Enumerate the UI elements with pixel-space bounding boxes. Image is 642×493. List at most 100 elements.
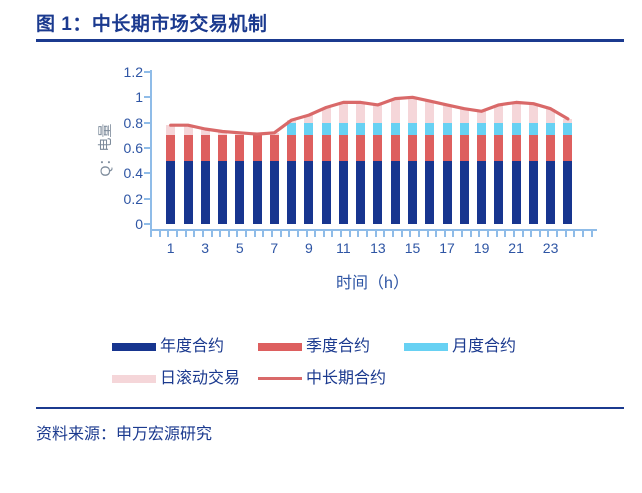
bar-segment-quarter bbox=[166, 135, 176, 161]
x-tick-mark bbox=[590, 231, 593, 237]
x-tick-mark bbox=[469, 231, 472, 237]
bar-segment-annual bbox=[200, 160, 210, 224]
bar-segment-annual bbox=[442, 160, 452, 224]
bar-segment-quarter bbox=[425, 135, 435, 161]
y-tick-mark bbox=[144, 71, 151, 73]
x-tick-mark bbox=[201, 231, 204, 237]
y-tick-label: 0.4 bbox=[123, 165, 143, 182]
figure-title: 图 1：中长期市场交易机制 bbox=[36, 14, 268, 35]
legend-label-month: 月度合约 bbox=[452, 338, 517, 355]
bar-segment-daily bbox=[338, 102, 348, 123]
x-tick-mark bbox=[167, 231, 170, 237]
bar-segment-daily bbox=[546, 108, 556, 123]
legend-item-month: 月度合约 bbox=[404, 337, 516, 356]
x-tick-label: 11 bbox=[336, 240, 351, 256]
x-tick-mark bbox=[383, 231, 386, 237]
bar-segment-annual bbox=[304, 160, 314, 224]
legend-row-2: 日滚动交易 中长期合约 bbox=[112, 369, 420, 388]
bar-segment-quarter bbox=[304, 135, 314, 161]
bar-segment-month bbox=[408, 122, 417, 136]
source-note: 资料来源：申万宏源研究 bbox=[36, 426, 213, 443]
bar-segment-month bbox=[511, 122, 521, 136]
bar-segment-quarter bbox=[252, 135, 262, 161]
bar-segment-month bbox=[563, 122, 573, 136]
x-tick-mark bbox=[391, 231, 394, 237]
x-tick-mark bbox=[348, 231, 351, 237]
bar-segment-annual bbox=[321, 160, 331, 224]
bar-segment-annual bbox=[494, 160, 504, 224]
x-tick-mark bbox=[417, 231, 420, 237]
y-tick-mark bbox=[144, 96, 151, 99]
bar-segment-month bbox=[338, 122, 348, 136]
bar-segment-daily bbox=[304, 115, 314, 123]
x-tick-mark bbox=[314, 231, 317, 237]
x-tick-mark bbox=[487, 231, 489, 237]
bar-segment-annual bbox=[528, 160, 538, 224]
x-tick-mark bbox=[357, 231, 360, 237]
legend-label-midlong: 中长期合约 bbox=[306, 370, 387, 387]
bar-segment-quarter bbox=[287, 135, 297, 161]
x-tick-mark bbox=[495, 231, 498, 237]
y-tick-label: 0 bbox=[135, 216, 143, 232]
x-tick-mark bbox=[193, 231, 196, 237]
bar-segment-annual bbox=[373, 160, 383, 224]
line-series-svg bbox=[169, 95, 570, 136]
legend-item-annual: 年度合约 bbox=[112, 337, 224, 356]
bar-segment-quarter bbox=[442, 135, 452, 161]
bar-segment-daily bbox=[425, 101, 435, 123]
x-tick-mark bbox=[435, 231, 438, 237]
x-tick-label: 3 bbox=[201, 240, 210, 256]
bar-segment-annual bbox=[183, 160, 193, 224]
mid-long-term-line-swatch-icon bbox=[258, 377, 303, 380]
x-tick-mark bbox=[478, 231, 481, 237]
x-tick-label: 21 bbox=[508, 240, 524, 256]
bar-segment-annual bbox=[477, 160, 487, 224]
x-axis-title: 时间（h） bbox=[336, 275, 409, 292]
bar-segment-month bbox=[304, 122, 314, 136]
legend-label-annual: 年度合约 bbox=[160, 338, 225, 355]
mid-long-term-line bbox=[169, 95, 570, 136]
x-tick-mark bbox=[521, 231, 524, 237]
y-tick-label: 0.8 bbox=[123, 114, 143, 131]
bar-segment-annual bbox=[408, 160, 417, 224]
legend-row-1: 年度合约 季度合约 月度合约 bbox=[112, 337, 550, 356]
x-tick-mark bbox=[158, 231, 161, 237]
x-tick-mark bbox=[175, 231, 178, 237]
x-tick-mark bbox=[210, 231, 213, 237]
bar-segment-annual bbox=[390, 160, 400, 224]
y-axis-line bbox=[150, 70, 152, 231]
bar-segment-month bbox=[373, 122, 383, 136]
annual-contract-swatch-icon bbox=[112, 342, 156, 351]
bar-segment-month bbox=[321, 122, 331, 136]
bar-segment-month bbox=[477, 122, 487, 136]
x-tick-mark bbox=[512, 231, 515, 237]
bar-segment-daily bbox=[494, 104, 504, 123]
bar-segment-daily bbox=[200, 129, 210, 136]
bar-segment-quarter bbox=[459, 135, 469, 161]
x-tick-mark bbox=[564, 231, 567, 237]
bar-segment-quarter bbox=[200, 135, 210, 161]
bar-segment-quarter bbox=[494, 135, 504, 161]
x-tick-mark bbox=[538, 231, 541, 237]
x-tick-mark bbox=[296, 231, 299, 237]
bar-segment-quarter bbox=[563, 135, 573, 161]
bar-segment-month bbox=[390, 122, 400, 136]
quarter-contract-swatch-icon bbox=[258, 342, 303, 351]
bar-segment-annual bbox=[218, 160, 227, 224]
plot-area bbox=[150, 72, 595, 224]
bar-segment-daily bbox=[511, 102, 521, 123]
bar-segment-daily bbox=[390, 98, 400, 123]
x-tick-mark bbox=[271, 231, 273, 237]
x-tick-label: 13 bbox=[370, 240, 386, 256]
bar-segment-annual bbox=[425, 160, 435, 224]
y-tick-mark bbox=[144, 172, 151, 175]
bar-segment-quarter bbox=[546, 135, 556, 161]
x-tick-mark bbox=[253, 231, 256, 237]
daily-rolling-swatch-icon bbox=[112, 374, 156, 383]
x-tick-mark bbox=[150, 231, 152, 237]
legend-item-midlong: 中长期合约 bbox=[258, 369, 386, 388]
bar-segment-annual bbox=[338, 160, 348, 224]
bar-segment-annual bbox=[252, 160, 262, 224]
y-tick-mark bbox=[144, 223, 151, 225]
x-tick-label: 5 bbox=[235, 240, 244, 256]
